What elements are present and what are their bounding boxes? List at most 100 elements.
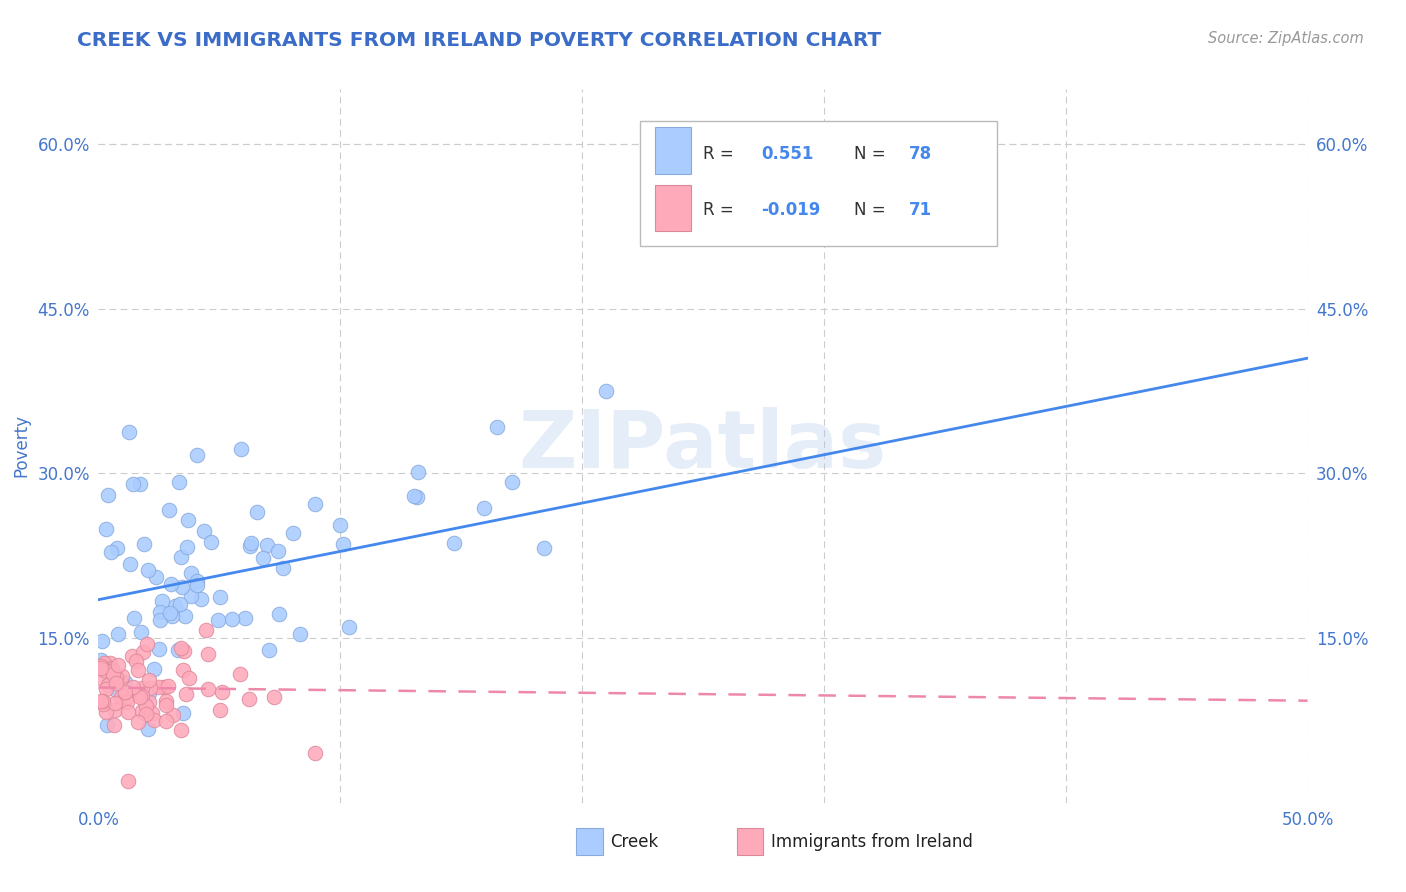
Point xyxy=(120,557,142,571)
Point xyxy=(179,671,201,685)
Point xyxy=(111,669,134,683)
Point xyxy=(101,662,124,676)
Point xyxy=(149,613,172,627)
Point xyxy=(117,690,139,704)
Point xyxy=(143,713,166,727)
Point xyxy=(173,643,195,657)
Text: -0.019: -0.019 xyxy=(761,201,821,219)
Point xyxy=(533,541,555,555)
Point xyxy=(197,681,219,696)
Point xyxy=(155,698,177,712)
Point xyxy=(97,488,120,502)
Point xyxy=(131,624,153,639)
Point xyxy=(162,707,184,722)
Point xyxy=(132,644,155,658)
Point xyxy=(288,627,311,641)
Point xyxy=(135,707,157,722)
Point xyxy=(169,597,191,611)
Point xyxy=(180,590,202,604)
Point xyxy=(156,679,179,693)
Point xyxy=(173,609,195,624)
FancyBboxPatch shape xyxy=(737,828,763,855)
Point xyxy=(193,524,215,538)
Text: 71: 71 xyxy=(908,201,932,219)
Point xyxy=(172,706,194,721)
Point xyxy=(122,611,145,625)
Point xyxy=(259,642,281,657)
Point xyxy=(208,703,231,717)
Point xyxy=(486,420,509,434)
Point xyxy=(101,667,124,681)
Point xyxy=(110,690,132,704)
Point xyxy=(167,475,190,489)
Point xyxy=(263,690,285,705)
Text: CREEK VS IMMIGRANTS FROM IRELAND POVERTY CORRELATION CHART: CREEK VS IMMIGRANTS FROM IRELAND POVERTY… xyxy=(77,31,882,50)
Point xyxy=(107,626,129,640)
Text: N =: N = xyxy=(855,145,886,163)
Point xyxy=(186,448,208,462)
Point xyxy=(115,695,138,709)
Point xyxy=(240,536,263,550)
Point xyxy=(304,497,326,511)
Point xyxy=(90,634,112,648)
Point xyxy=(105,670,128,684)
Point xyxy=(267,607,290,622)
Point xyxy=(197,647,219,661)
Point xyxy=(93,657,115,671)
Point xyxy=(153,681,176,695)
Text: Source: ZipAtlas.com: Source: ZipAtlas.com xyxy=(1208,31,1364,46)
Point xyxy=(172,663,194,677)
Point xyxy=(94,705,117,719)
Point xyxy=(139,681,162,695)
Point xyxy=(221,612,243,626)
Point xyxy=(443,535,465,549)
Point xyxy=(98,657,121,671)
Point xyxy=(186,574,208,588)
Point xyxy=(155,694,177,708)
Point xyxy=(114,684,136,698)
Point xyxy=(157,503,180,517)
Point xyxy=(90,661,112,675)
Point xyxy=(97,678,120,692)
Point xyxy=(101,665,124,679)
Point xyxy=(162,608,184,623)
Point xyxy=(90,671,112,685)
Point xyxy=(114,686,136,700)
Point xyxy=(90,694,112,708)
Point xyxy=(122,680,145,694)
Point xyxy=(94,523,117,537)
Point xyxy=(148,680,170,694)
Point xyxy=(160,576,183,591)
Point xyxy=(91,697,114,711)
Text: 0.551: 0.551 xyxy=(761,145,814,163)
Point xyxy=(107,541,129,555)
Text: Creek: Creek xyxy=(610,833,658,851)
Point xyxy=(190,592,212,607)
Point xyxy=(176,540,198,554)
Point xyxy=(93,663,115,677)
Point xyxy=(195,624,218,638)
Point xyxy=(256,537,278,551)
Point xyxy=(239,539,262,553)
Point xyxy=(96,718,118,732)
Point xyxy=(169,640,191,655)
Point xyxy=(117,773,139,788)
Point xyxy=(170,723,193,737)
Point xyxy=(117,705,139,719)
Point xyxy=(114,675,136,690)
Point xyxy=(167,642,190,657)
Point xyxy=(118,425,141,440)
Point xyxy=(104,703,127,717)
Point xyxy=(125,654,148,668)
Point xyxy=(136,722,159,736)
Point xyxy=(145,570,167,584)
Point xyxy=(138,686,160,700)
Point xyxy=(229,442,252,456)
Point xyxy=(105,676,128,690)
Point xyxy=(337,619,360,633)
Point xyxy=(141,706,163,720)
FancyBboxPatch shape xyxy=(655,128,690,174)
Point xyxy=(110,674,132,689)
Point xyxy=(100,544,122,558)
Point xyxy=(138,673,160,687)
